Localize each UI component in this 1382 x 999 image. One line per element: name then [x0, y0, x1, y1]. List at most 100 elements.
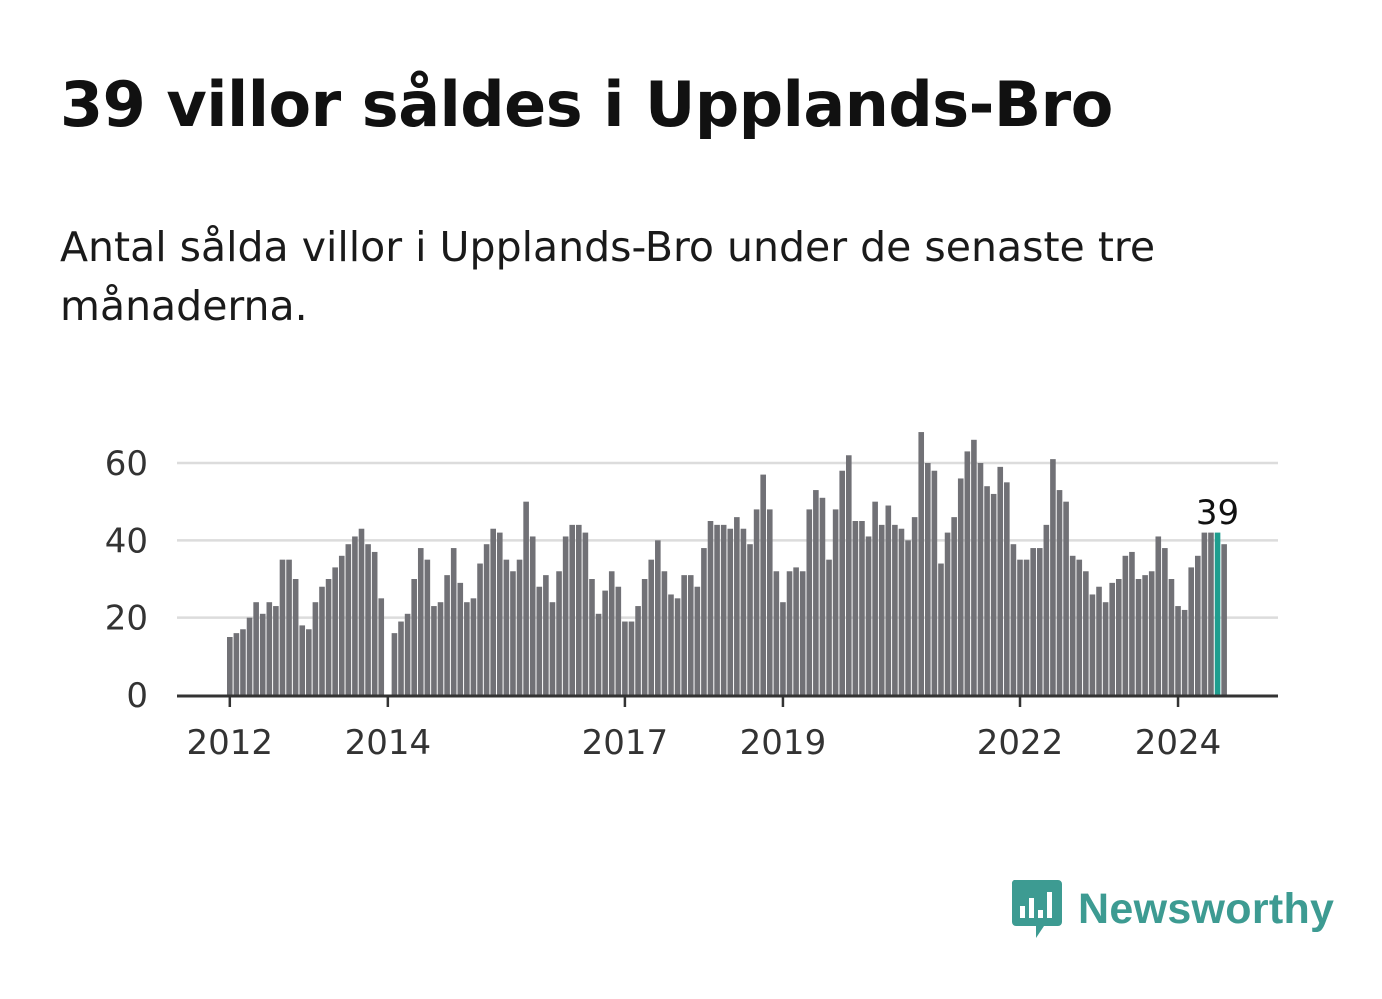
bar — [1089, 594, 1096, 695]
bar-highlight — [1214, 532, 1221, 695]
x-tick-label: 2017 — [582, 723, 669, 763]
newsworthy-logo: Newsworthy — [1010, 878, 1334, 940]
bar — [865, 536, 872, 695]
bar — [582, 532, 589, 695]
bar — [806, 509, 813, 695]
bar — [371, 551, 378, 695]
bar — [1148, 571, 1155, 695]
bar — [345, 544, 352, 695]
bar — [1050, 459, 1056, 695]
bar — [885, 505, 892, 695]
bar — [312, 602, 319, 695]
bar — [457, 582, 464, 695]
bar — [1168, 579, 1175, 695]
chart-subtitle: Antal sålda villor i Upplands-Bro under … — [60, 223, 1156, 330]
bar — [655, 540, 661, 695]
bar — [549, 602, 556, 695]
bar — [872, 501, 878, 695]
bar — [503, 559, 510, 695]
bar — [878, 524, 885, 695]
bar — [1175, 606, 1181, 695]
bar — [898, 528, 905, 695]
bar — [648, 559, 655, 695]
bar — [1010, 544, 1017, 695]
bar — [404, 613, 411, 695]
bar — [674, 598, 681, 695]
bar — [845, 455, 852, 695]
bar — [1221, 544, 1227, 695]
bar — [766, 509, 773, 695]
bar — [622, 621, 628, 695]
y-tick-label: 40 — [105, 521, 148, 561]
bar — [832, 509, 839, 695]
bar — [892, 524, 898, 695]
bar — [424, 559, 431, 695]
bar — [529, 536, 536, 695]
bar — [1122, 555, 1129, 695]
bar — [608, 571, 615, 695]
bar — [227, 637, 233, 695]
bar — [1004, 482, 1010, 695]
bar — [246, 617, 253, 695]
bar — [747, 544, 753, 695]
bar — [490, 528, 496, 695]
bar — [734, 517, 740, 695]
bar — [240, 629, 246, 695]
bar — [444, 575, 450, 695]
bar — [483, 544, 490, 695]
bar — [984, 486, 990, 695]
bar — [470, 598, 477, 695]
bar — [1036, 548, 1043, 695]
bar — [1181, 609, 1188, 695]
bar — [859, 521, 865, 695]
bar — [701, 548, 707, 695]
bar — [786, 571, 793, 695]
bar — [523, 501, 529, 695]
bar — [266, 602, 273, 695]
bar — [319, 586, 325, 695]
bar — [727, 528, 734, 695]
bar — [681, 575, 687, 695]
bar — [306, 629, 312, 695]
bar — [1083, 571, 1089, 695]
bar — [536, 586, 543, 695]
bar — [450, 548, 457, 695]
bar — [1056, 490, 1063, 695]
bar — [997, 466, 1004, 695]
bar — [720, 524, 727, 695]
bar — [273, 606, 279, 695]
y-axis-tick-labels: 0 20 40 60 — [105, 444, 148, 716]
bar — [707, 521, 714, 695]
bar — [477, 563, 483, 695]
bar — [668, 594, 674, 695]
bar — [1096, 586, 1102, 695]
bar — [510, 571, 516, 695]
bar — [951, 517, 957, 695]
bar — [773, 571, 780, 695]
bar — [233, 633, 240, 695]
bar — [464, 602, 470, 695]
brand-name: Newsworthy — [1078, 884, 1335, 933]
bar — [299, 625, 306, 695]
bar — [760, 474, 766, 695]
bar — [1188, 567, 1195, 695]
bar — [911, 517, 918, 695]
bar — [1069, 555, 1076, 695]
bar — [780, 602, 786, 695]
bar — [641, 579, 648, 695]
bar — [358, 528, 365, 695]
x-tick-label: 2024 — [1135, 723, 1222, 763]
bar — [398, 621, 404, 695]
bar — [279, 559, 286, 695]
x-tick-label: 2012 — [187, 723, 274, 763]
bar — [1201, 532, 1208, 695]
chart-title: 39 villor såldes i Upplands-Bro — [60, 68, 1113, 141]
bar — [990, 493, 997, 695]
bar — [253, 602, 259, 695]
bar — [595, 613, 602, 695]
bar — [259, 613, 266, 695]
bar — [839, 470, 846, 695]
bar — [635, 606, 641, 695]
bar — [338, 555, 345, 695]
